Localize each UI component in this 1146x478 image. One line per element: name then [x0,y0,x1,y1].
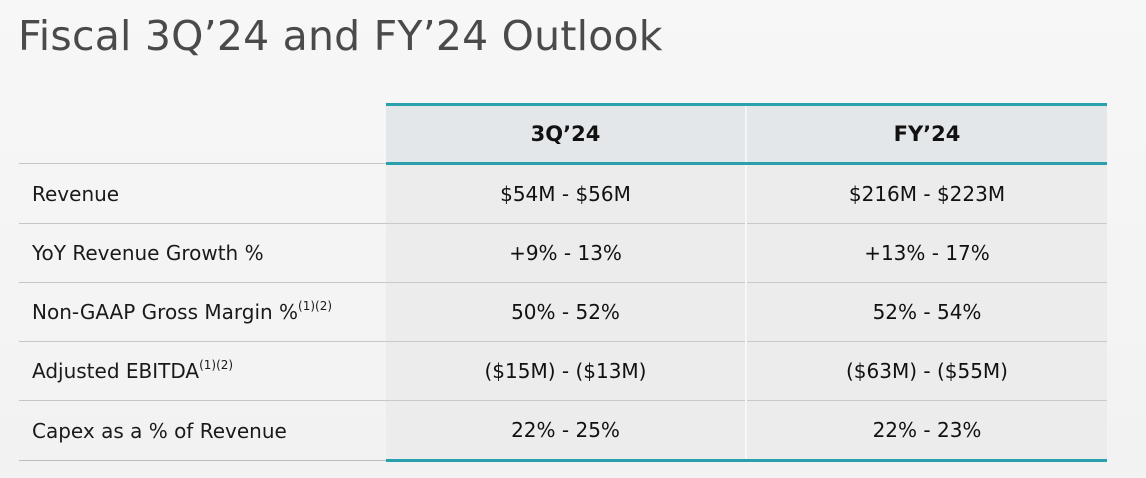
value-fy24: $216M - $223M [746,163,1107,224]
table-row: Revenue $54M - $56M $216M - $223M [19,163,1107,224]
row-label-text: Non-GAAP Gross Margin % [32,300,299,324]
row-label: Adjusted EBITDA(1)(2) [19,341,386,401]
header-empty-cell [19,104,386,164]
row-label-text: Capex as a % of Revenue [32,418,287,443]
column-header-fy24: FY’24 [746,103,1107,165]
value-fy24: ($63M) - ($55M) [746,341,1107,401]
footnote-marker: (1)(2) [199,358,234,372]
row-label: YoY Revenue Growth % [19,223,386,283]
table-row: Capex as a % of Revenue 22% - 25% 22% - … [19,400,1107,462]
value-fy24: 22% - 23% [746,400,1107,462]
table-header-row: 3Q’24 FY’24 [19,103,1107,165]
table-row: Non-GAAP Gross Margin %(1)(2) 50% - 52% … [19,282,1107,342]
value-3q24: $54M - $56M [386,163,747,224]
row-label-text: Adjusted EBITDA [32,359,200,383]
footnote-marker: (1)(2) [298,299,333,313]
outlook-table: 3Q’24 FY’24 Revenue $54M - $56M $216M - … [19,103,1107,462]
row-label: Non-GAAP Gross Margin %(1)(2) [19,282,386,342]
row-label: Capex as a % of Revenue [19,400,386,461]
column-header-3q24: 3Q’24 [386,103,747,165]
value-fy24: +13% - 17% [746,223,1107,283]
row-label-text: Revenue [32,181,120,206]
value-3q24: 22% - 25% [386,400,747,462]
row-label-text: YoY Revenue Growth % [32,241,264,265]
value-3q24: ($15M) - ($13M) [386,341,747,401]
page-title: Fiscal 3Q’24 and FY’24 Outlook [18,12,663,60]
value-fy24: 52% - 54% [746,282,1107,342]
row-label: Revenue [19,163,386,224]
table-row: Adjusted EBITDA(1)(2) ($15M) - ($13M) ($… [19,341,1107,401]
value-3q24: +9% - 13% [386,223,747,283]
value-3q24: 50% - 52% [386,282,747,342]
table-row: YoY Revenue Growth % +9% - 13% +13% - 17… [19,223,1107,283]
